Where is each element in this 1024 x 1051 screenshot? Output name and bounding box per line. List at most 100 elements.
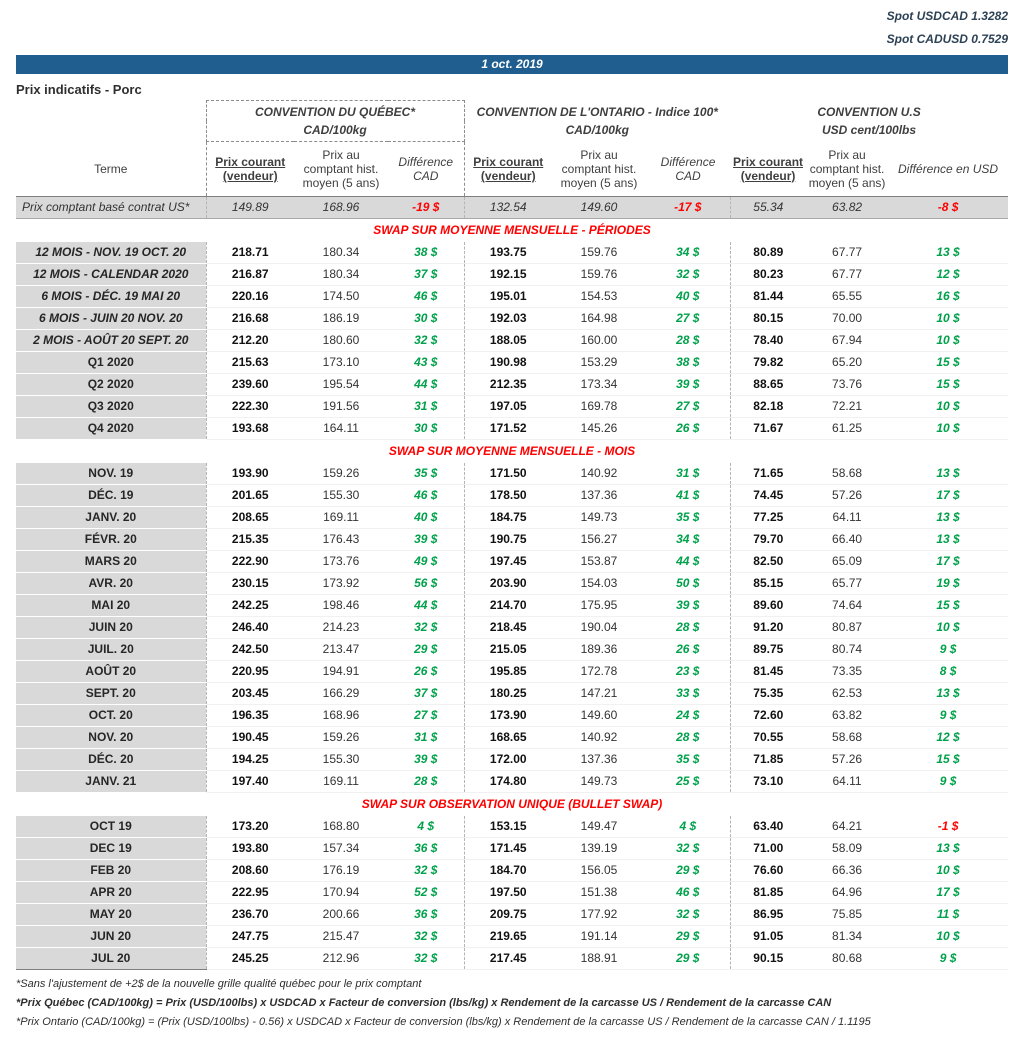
table-row: DÉC. 20 194.25 155.30 39 $172.00 137.36 35 $7…: [16, 748, 1009, 771]
current-price-cell: 190.75: [463, 528, 553, 551]
table-row: JUL 20 245.25 212.96 32 $217.45 188.91 29 $90…: [16, 947, 1009, 970]
current-price-cell: 89.60: [729, 594, 807, 617]
current-price-cell: 80.23: [729, 263, 807, 286]
current-price-cell: 81.45: [729, 660, 807, 683]
hist-price-cell: 73.76: [806, 373, 889, 396]
table-row: JANV. 21 197.40 169.11 28 $174.80 149.73 25 $…: [16, 770, 1009, 793]
row-label: JUL 20: [16, 947, 207, 970]
hist-price-cell: 173.92: [294, 572, 388, 595]
difference-cell: 10 $: [888, 329, 1009, 352]
spot-cadusd-label: Spot CADUSD: [886, 32, 968, 46]
difference-cell: 17 $: [888, 484, 1009, 507]
hist-price-cell: 147.21: [552, 682, 647, 705]
quebec-prix-courant-header: Prix courant (vendeur): [205, 141, 294, 197]
table-row: OCT. 20 196.35 168.96 27 $173.90 149.60 24 $7…: [16, 704, 1009, 727]
current-price-cell: 188.05: [463, 329, 553, 352]
difference-cell: 36 $: [388, 837, 465, 860]
hist-price-cell: 75.85: [806, 903, 889, 926]
current-price-cell: 184.70: [463, 859, 553, 882]
current-price-cell: 82.50: [729, 550, 807, 573]
row-label: JUN 20: [16, 925, 207, 948]
page-title: Prix indicatifs - Porc: [16, 82, 142, 97]
difference-cell: 30 $: [388, 417, 465, 440]
current-price-cell: 172.00: [463, 748, 553, 771]
row-label: 12 MOIS - CALENDAR 2020: [16, 263, 207, 286]
current-price-cell: 71.85: [729, 748, 807, 771]
current-price-cell: 242.25: [205, 594, 294, 617]
hist-price-cell: 149.60: [552, 196, 647, 219]
current-price-cell: 190.98: [463, 351, 553, 374]
difference-cell: -8 $: [888, 196, 1009, 219]
current-price-cell: 90.15: [729, 947, 807, 970]
difference-cell: 29 $: [646, 925, 731, 948]
difference-cell: -1 $: [888, 816, 1009, 838]
hist-price-cell: 168.96: [294, 704, 388, 727]
current-price-cell: 168.65: [463, 726, 553, 749]
hist-price-cell: 74.64: [806, 594, 889, 617]
difference-cell: 26 $: [388, 660, 465, 683]
difference-cell: 13 $: [888, 463, 1009, 485]
hist-price-cell: 80.87: [806, 616, 889, 639]
ontario-prix-courant-header: Prix courant (vendeur): [473, 154, 544, 183]
hist-price-cell: 212.96: [294, 947, 388, 970]
hist-price-cell: 137.36: [552, 748, 647, 771]
date-banner: 1 oct. 2019: [16, 55, 1008, 74]
difference-cell: 29 $: [646, 859, 731, 882]
difference-cell: 44 $: [388, 373, 465, 396]
difference-cell: 32 $: [646, 837, 731, 860]
hist-price-cell: 154.53: [552, 285, 647, 308]
footnotes: *Sans l'ajustement de +2$ de la nouvelle…: [16, 978, 1008, 1028]
hist-price-cell: 149.73: [552, 506, 647, 529]
hist-price-cell: 214.23: [294, 616, 388, 639]
current-price-cell: 195.85: [463, 660, 553, 683]
difference-cell: 27 $: [388, 704, 465, 727]
current-price-cell: 209.75: [463, 903, 553, 926]
spot-cadusd: Spot CADUSD 0.7529: [16, 32, 1008, 46]
convention-ontario-title: CONVENTION DE L'ONTARIO - Indice 100*: [476, 104, 718, 119]
hist-price-cell: 159.26: [294, 726, 388, 749]
current-price-cell: 76.60: [729, 859, 807, 882]
table-row: JUIL. 20 242.50 213.47 29 $215.05 189.36 26 $…: [16, 638, 1009, 661]
hist-price-cell: 137.36: [552, 484, 647, 507]
hist-price-cell: 64.21: [806, 816, 889, 838]
hist-price-cell: 63.82: [806, 196, 889, 219]
row-label: 6 MOIS - DÉC. 19 MAI 20: [16, 285, 207, 308]
difference-cell: 46 $: [388, 285, 465, 308]
difference-cell: 9 $: [888, 704, 1009, 727]
ontario-difference-header: Différence CAD: [660, 154, 716, 183]
table-row: 12 MOIS - NOV. 19 OCT. 20 218.71 180.34 38 …: [16, 242, 1009, 264]
current-price-cell: 197.05: [463, 395, 553, 418]
quebec-difference-header: Différence CAD: [388, 141, 465, 197]
section-title: SWAP SUR MOYENNE MENSUELLE - MOIS: [16, 439, 1009, 463]
difference-cell: 39 $: [388, 748, 465, 771]
current-price-cell: 203.90: [463, 572, 553, 595]
row-label: AOÛT 20: [16, 660, 207, 683]
hist-price-cell: 65.77: [806, 572, 889, 595]
current-price-cell: 193.75: [463, 242, 553, 264]
current-price-cell: 132.54: [463, 196, 553, 219]
current-price-cell: 220.16: [205, 285, 294, 308]
hist-price-cell: 213.47: [294, 638, 388, 661]
difference-cell: 12 $: [888, 263, 1009, 286]
difference-cell: 29 $: [646, 947, 731, 970]
difference-cell: 29 $: [388, 638, 465, 661]
row-label: DEC 19: [16, 837, 207, 860]
difference-cell: 43 $: [388, 351, 465, 374]
hist-price-cell: 65.20: [806, 351, 889, 374]
table-row: 12 MOIS - CALENDAR 2020 216.87 180.34 37 $1…: [16, 263, 1009, 286]
difference-cell: 27 $: [646, 307, 731, 330]
current-price-cell: 79.70: [729, 528, 807, 551]
current-price-cell: 82.18: [729, 395, 807, 418]
us-prix-comptant-header: Prix au comptant hist. moyen (5 ans): [808, 147, 886, 190]
row-label: DÉC. 19: [16, 484, 207, 507]
current-price-cell: 197.45: [463, 550, 553, 573]
hist-price-cell: 166.29: [294, 682, 388, 705]
hist-price-cell: 139.19: [552, 837, 647, 860]
current-price-cell: 173.20: [205, 816, 294, 838]
hist-price-cell: 169.11: [294, 770, 388, 793]
current-price-cell: 246.40: [205, 616, 294, 639]
difference-cell: 8 $: [888, 660, 1009, 683]
hist-price-cell: 66.36: [806, 859, 889, 882]
difference-cell: 13 $: [888, 682, 1009, 705]
convention-ontario-unit: CAD/100kg: [565, 123, 629, 138]
